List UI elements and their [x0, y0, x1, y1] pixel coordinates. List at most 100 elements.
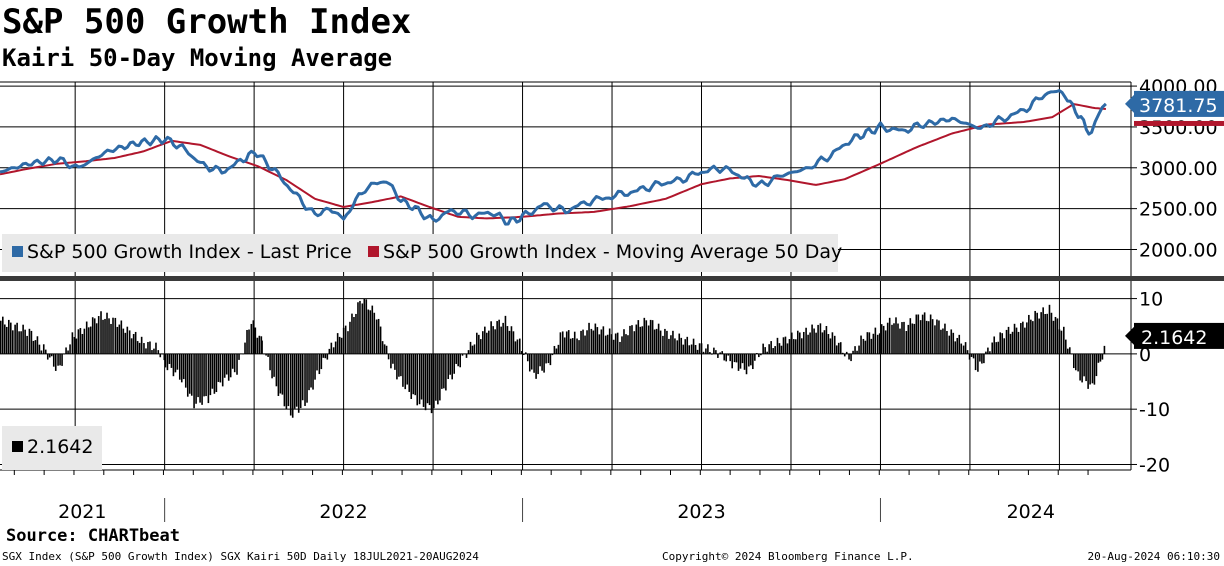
kairi-bar [825, 326, 828, 354]
kairi-bar [813, 328, 815, 354]
grid-layer [0, 81, 1224, 471]
kairi-bar [340, 337, 343, 354]
kairi-bar [800, 338, 803, 354]
kairi-bar [539, 353, 541, 367]
kairi-bar [24, 329, 26, 354]
kairi-bar [854, 346, 856, 354]
kairi-last-value-pointer [1125, 326, 1134, 345]
kairi-bar [788, 339, 791, 354]
kairi-bar [635, 324, 638, 354]
kairi-bar [205, 353, 207, 397]
kairi-bar [596, 327, 599, 354]
chart-title: S&P 500 Growth Index [2, 2, 412, 42]
kairi-bar [913, 323, 916, 354]
kairi-bar [567, 330, 570, 354]
kairi-bar [612, 339, 615, 354]
kairi-bar [408, 353, 411, 392]
kairi-bar [424, 353, 427, 411]
kairi-bar [512, 331, 515, 354]
kairi-bar [1015, 327, 1018, 354]
kairi-bar [1020, 323, 1022, 354]
kairi-bar [807, 334, 809, 354]
kairi-bar [157, 350, 160, 354]
kairi-bar [688, 345, 691, 354]
kairi-bar [995, 342, 998, 354]
kairi-bar [893, 323, 895, 354]
kairi-bar [87, 327, 90, 354]
kairi-bar [385, 345, 388, 354]
kairi-bar [488, 330, 490, 354]
kairi-bar [416, 353, 419, 406]
kairi-bar [236, 353, 238, 375]
kairi-bar [563, 337, 566, 354]
kairi-bar [831, 332, 834, 354]
kairi-bar [629, 325, 631, 354]
kairi-bar [108, 318, 110, 354]
kairi-bar [1026, 322, 1028, 354]
ma-last-value-tag [1134, 120, 1224, 126]
ma-line-layer [0, 103, 1106, 220]
kairi-bar [203, 353, 205, 397]
kairi-bar [291, 353, 294, 418]
kairi-bar [764, 347, 766, 354]
kairi-bar [217, 353, 220, 382]
kairi-bar [258, 335, 261, 354]
kairi-bar [400, 353, 402, 377]
kairi-bar [414, 353, 417, 396]
legend-label-ma: S&P 500 Growth Index - Moving Average 50… [383, 241, 843, 263]
kairi-bar [964, 342, 967, 354]
kairi-bar [50, 353, 53, 357]
kairi-bar [1040, 312, 1042, 354]
kairi-bar [394, 353, 396, 370]
kairi-bar [269, 353, 271, 371]
kairi-bar [402, 353, 404, 387]
kairi-bar [518, 338, 521, 354]
kairi-bar [614, 333, 617, 354]
kairi-bar [682, 344, 685, 354]
kairi-bar [140, 336, 143, 354]
kairi-bar [578, 340, 580, 354]
kairi-bar [209, 353, 212, 396]
kairi-bar [256, 337, 259, 354]
kairi-bar [1099, 353, 1102, 362]
kairi-bar [592, 330, 595, 354]
kairi-axis-label: -10 [1139, 399, 1170, 421]
kairi-bar [821, 332, 824, 354]
kairi-bar [277, 353, 280, 396]
kairi-bar [433, 353, 435, 409]
kairi-bar [876, 334, 879, 354]
kairi-bar [719, 352, 722, 354]
kairi-bar [8, 319, 10, 354]
kairi-bar [322, 353, 325, 358]
kairi-bar [582, 329, 584, 354]
kairi-bar [977, 353, 979, 372]
kairi-bar [794, 339, 797, 354]
kairi-bar [573, 331, 576, 354]
kairi-bar [89, 326, 92, 354]
kairi-bar [895, 317, 897, 354]
kairi-bar [631, 325, 633, 354]
kairi-bar [75, 338, 78, 354]
kairi-bar [65, 347, 67, 354]
kairi-bar [365, 299, 368, 354]
kairi-bar [1058, 329, 1061, 354]
kairi-bar [528, 353, 531, 372]
kairi-bar [886, 322, 889, 354]
kairi-bar [862, 338, 865, 354]
kairi-bar [381, 341, 384, 354]
kairi-bar [168, 353, 171, 364]
kairi-bar [709, 352, 711, 354]
kairi-bar [784, 336, 787, 354]
kairi-bar [36, 336, 39, 354]
kairi-bar [874, 327, 877, 354]
kairi-bar [815, 332, 817, 354]
kairi-bar [782, 337, 785, 354]
kairi-bar [153, 348, 155, 354]
kairi-bar [44, 349, 47, 354]
kairi-bar [500, 326, 502, 354]
kairi-bar [240, 353, 242, 355]
kairi-bar [1089, 353, 1091, 385]
kairi-bar [116, 326, 119, 354]
kairi-bar [643, 317, 646, 354]
